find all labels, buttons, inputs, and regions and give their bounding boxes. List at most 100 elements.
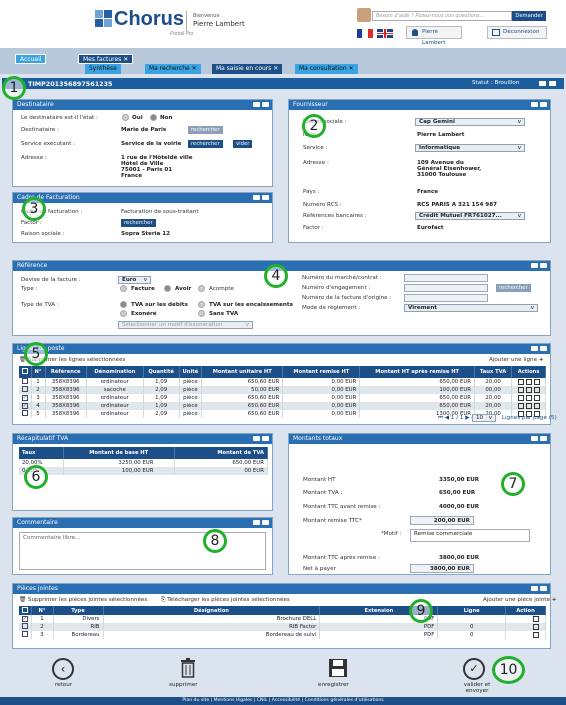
col-header[interactable]: Taux TVA — [474, 366, 513, 378]
select-all-cell[interactable] — [19, 606, 32, 615]
radio-sans-tva[interactable] — [198, 310, 205, 317]
radio-acompte[interactable] — [198, 285, 205, 292]
subtab-synthese[interactable]: Synthèse — [85, 64, 121, 74]
banque-select[interactable]: Crédit Mutuel FR761027... — [415, 212, 525, 220]
close-icon[interactable] — [262, 436, 269, 441]
factor-search-button[interactable]: rechercher — [121, 219, 156, 227]
nav-home-tab[interactable]: Accueil — [15, 54, 47, 64]
pagination[interactable]: ⏮ ◀ 1 / 1 ▶ ⏭ — [438, 415, 477, 421]
trash-icon[interactable] — [533, 378, 540, 385]
minimize-icon[interactable] — [531, 263, 538, 268]
col-header[interactable]: Quantité — [143, 366, 180, 378]
origine-input[interactable] — [404, 294, 488, 302]
service-clear-button[interactable]: vider — [233, 140, 253, 148]
flag-uk-icon[interactable] — [377, 29, 393, 38]
minimize-icon[interactable] — [531, 586, 538, 591]
trash-icon[interactable] — [533, 402, 540, 409]
back-button[interactable]: ‹ — [52, 658, 74, 680]
subtab-saisie[interactable]: Ma saisie en cours ✕ — [212, 64, 283, 74]
close-icon[interactable] — [549, 81, 556, 86]
service-search-button[interactable]: rechercher — [188, 140, 223, 148]
minimize-icon[interactable] — [531, 102, 538, 107]
copy-icon[interactable] — [525, 386, 532, 393]
copy-icon[interactable] — [525, 378, 532, 385]
engagement-input[interactable] — [404, 284, 488, 292]
motif-textarea[interactable]: Remise commerciale — [410, 529, 530, 542]
raison-select[interactable]: Cap Gemini — [415, 118, 525, 126]
help-input[interactable]: Besoin d'aide ? Posez-nous vos questions… — [372, 11, 512, 21]
row-select-cell[interactable] — [19, 410, 32, 418]
col-header[interactable]: Extension — [319, 606, 439, 615]
checkbox[interactable] — [21, 386, 28, 392]
service-select[interactable]: Informatique — [415, 144, 525, 152]
col-header[interactable]: Unité — [179, 366, 203, 378]
radio-avoir[interactable] — [164, 285, 171, 292]
checkbox-checked[interactable]: ✓ — [21, 395, 28, 401]
col-header[interactable]: Type — [53, 606, 104, 615]
checkbox[interactable] — [21, 631, 28, 637]
flag-fr-icon[interactable] — [357, 29, 373, 38]
row-select-cell[interactable] — [19, 623, 32, 631]
edit-icon[interactable] — [517, 378, 524, 385]
select-all-checkbox[interactable] — [21, 368, 28, 374]
motif-select[interactable]: Sélectionner un motif d'exonération — [118, 321, 253, 329]
remise-input[interactable]: 200,00 EUR — [410, 516, 474, 525]
col-header[interactable]: Désignation — [103, 606, 321, 615]
destinataire-search-button[interactable]: rechercher — [188, 126, 223, 134]
radio-oui[interactable] — [122, 114, 129, 121]
copy-icon[interactable] — [525, 402, 532, 409]
row-select-cell[interactable]: ✓ — [19, 394, 32, 402]
download-pieces-button[interactable]: ⎘ Télécharger les pièces jointes sélecti… — [161, 597, 290, 604]
trash-icon[interactable] — [533, 410, 540, 417]
validate-button[interactable]: ✓ — [463, 658, 485, 680]
delete-invoice-button[interactable] — [180, 658, 196, 678]
col-header[interactable]: N° — [31, 606, 54, 615]
logout-button[interactable]: Déconnexion — [487, 26, 547, 39]
col-header[interactable]: Ligne — [437, 606, 506, 615]
download-icon[interactable] — [533, 624, 539, 630]
minimize-icon[interactable] — [253, 520, 260, 525]
close-icon[interactable] — [540, 436, 547, 441]
checkbox-checked[interactable]: ✓ — [21, 616, 28, 622]
copy-icon[interactable] — [525, 410, 532, 417]
nav-tab-mes-factures[interactable]: Mes factures ✕ — [78, 54, 134, 64]
col-header[interactable]: Montant unitaire HT — [201, 366, 284, 378]
col-header[interactable]: Montant remise HT — [282, 366, 361, 378]
table-row[interactable]: 2 358X8396 sacoche 2,09 pièce 50,00 EUR 0,00 E… — [19, 386, 546, 394]
table-row[interactable]: 3 Bordereau Bordereau de suivi PDF 0 — [19, 631, 546, 639]
footer-links[interactable]: Plan du site | Mentions légales | CNIL |… — [0, 697, 566, 705]
table-row[interactable]: ✓ 3 358X8396 ordinateur 1,09 pièce 650,60 EUR 0… — [19, 394, 546, 402]
close-icon[interactable] — [262, 102, 269, 107]
col-header[interactable]: Dénomination — [86, 366, 144, 378]
table-row[interactable]: 1 358X8396 ordinateur 1,09 pièce 650,60 EUR 0,… — [19, 378, 546, 386]
table-row[interactable]: ✓ 4 358X8396 ordinateur 1,09 pièce 650,60 EUR 0… — [19, 402, 546, 410]
row-select-cell[interactable] — [19, 631, 32, 639]
per-page-select[interactable]: 10 — [472, 414, 496, 422]
close-icon[interactable] — [540, 586, 547, 591]
delete-lines-button[interactable]: 🗑 Supprimer les lignes sélectionnées — [19, 357, 125, 363]
row-select-cell[interactable] — [19, 378, 32, 386]
add-piece-button[interactable]: Ajouter une pièce jointe + — [483, 597, 556, 603]
devise-select[interactable]: Euro — [118, 276, 151, 284]
app-logo[interactable]: Chorus — [114, 8, 184, 30]
table-row[interactable]: 2 RIB RIB Factor PDF 0 — [19, 623, 546, 631]
checkbox-checked[interactable]: ✓ — [21, 403, 28, 409]
radio-tva-encaissements[interactable] — [198, 301, 205, 308]
trash-icon[interactable] — [533, 386, 540, 393]
edit-icon[interactable] — [517, 386, 524, 393]
select-all-cell[interactable] — [19, 366, 32, 378]
minimize-icon[interactable] — [253, 195, 260, 200]
radio-exonere[interactable] — [120, 310, 127, 317]
radio-non[interactable] — [150, 114, 157, 121]
marche-input[interactable] — [404, 274, 488, 282]
col-header[interactable]: Montant HT après remise HT — [359, 366, 476, 378]
minimize-icon[interactable] — [539, 81, 546, 86]
add-line-button[interactable]: Ajouter une ligne + — [489, 357, 544, 363]
subtab-consultation[interactable]: Ma consultation ✕ — [295, 64, 358, 74]
minimize-icon[interactable] — [531, 346, 538, 351]
col-header[interactable]: N° — [31, 366, 46, 378]
help-button[interactable]: Demander — [512, 11, 546, 21]
checkbox[interactable] — [21, 623, 28, 629]
row-select-cell[interactable]: ✓ — [19, 615, 32, 623]
